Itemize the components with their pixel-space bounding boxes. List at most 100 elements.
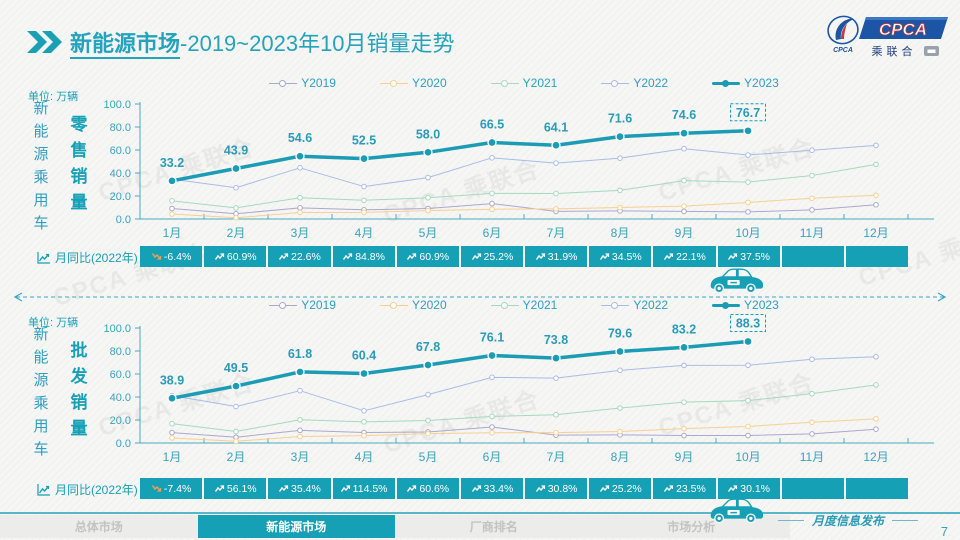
svg-text:58.0: 58.0: [416, 127, 440, 141]
car-icon: [710, 498, 763, 524]
svg-text:71.6: 71.6: [608, 112, 632, 126]
legend-item-Y2022: Y2022: [601, 76, 668, 90]
svg-text:6月: 6月: [483, 450, 502, 464]
page-number: 7: [940, 524, 948, 539]
yoy-cell-6月: 25.2%: [460, 246, 524, 267]
yoy-cell-12月: [845, 246, 909, 267]
separator-dashed-arrow: [13, 292, 947, 302]
yoy-cells: -7.4% 56.1% 35.4% 114.5% 60.6% 33.4% 30.8% 25.2…: [140, 478, 909, 499]
legend: Y2019 Y2020 Y2021 Y2022 Y2023: [140, 74, 908, 92]
trend-up-icon: [278, 485, 289, 492]
trend-up-icon: [471, 485, 481, 492]
series-Y2023: 33.2 43.9 54.6 52.5 58.0 66.5 64.1 71.6 74.6 76.7: [160, 103, 766, 186]
legend-item-Y2021: Y2021: [490, 76, 557, 90]
footer-tabs: 总体市场 新能源市场 厂商排名 市场分析: [0, 515, 790, 538]
svg-text:49.5: 49.5: [224, 361, 248, 375]
trend-up-icon: [407, 253, 417, 260]
trend-up-icon: [728, 485, 738, 492]
trend-up-icon: [214, 485, 224, 492]
trend-up-icon: [407, 485, 417, 492]
yoy-cells: -6.4% 60.9% 22.6% 84.8% 60.9% 25.2% 31.9% 34.5%…: [140, 246, 909, 267]
svg-text:0.0: 0.0: [116, 438, 131, 450]
svg-text:11月: 11月: [800, 226, 824, 240]
yoy-cell-1月: -6.4%: [140, 246, 203, 267]
yoy-cell-7月: 31.9%: [525, 246, 588, 267]
svg-text:60.0: 60.0: [110, 145, 131, 157]
svg-text:10月: 10月: [735, 226, 760, 240]
svg-text:2月: 2月: [227, 226, 246, 240]
mini-chart-icon: [37, 483, 50, 496]
series-Y2022: [169, 142, 879, 191]
yoy-cell-2月: 56.1%: [204, 478, 267, 499]
svg-text:100.0: 100.0: [103, 99, 131, 111]
svg-text:66.5: 66.5: [480, 118, 504, 132]
svg-text:80.0: 80.0: [110, 122, 131, 134]
trend-up-icon: [663, 485, 674, 492]
trend-up-icon: [535, 253, 545, 260]
svg-text:83.2: 83.2: [672, 322, 696, 336]
svg-text:4月: 4月: [355, 226, 374, 240]
trend-up-icon: [728, 253, 738, 260]
month-labels: 1月 2月 3月 4月 5月 6月 7月 8月 9月 10月 11月 12月: [163, 450, 889, 464]
svg-text:64.1: 64.1: [544, 120, 568, 134]
legend-item-Y2020: Y2020: [379, 298, 447, 312]
svg-text:60.4: 60.4: [352, 349, 376, 363]
svg-text:88.3: 88.3: [736, 316, 760, 330]
svg-text:61.8: 61.8: [288, 347, 312, 361]
svg-text:38.9: 38.9: [160, 373, 184, 387]
header: 新能源市场-2019~2023年10月销量走势: [26, 22, 455, 62]
trend-down-icon: [151, 253, 161, 260]
legend-item-Y2021: Y2021: [490, 298, 557, 312]
yoy-cell-5月: 60.6%: [396, 478, 459, 499]
svg-text:0.0: 0.0: [116, 214, 131, 226]
tab-市场分析[interactable]: 市场分析: [667, 520, 716, 534]
trend-up-icon: [599, 485, 609, 492]
series-Y2019: [169, 200, 879, 217]
series-Y2023: 38.9 49.5 61.8 60.4 67.8 76.1 73.8 79.6 83.2 88.3: [160, 313, 766, 403]
yoy-cell-8月: 25.2%: [589, 478, 652, 499]
yoy-cell-11月: [781, 478, 844, 499]
legend-item-Y2019: Y2019: [269, 76, 336, 90]
page-title-rest: -2019~2023年10月销量走势: [180, 31, 455, 56]
tab-总体市场[interactable]: 总体市场: [74, 520, 123, 534]
svg-text:76.1: 76.1: [480, 330, 504, 344]
series-Y2021: [169, 382, 879, 435]
svg-text:100.0: 100.0: [103, 323, 131, 335]
legend-item-Y2023: Y2023: [712, 298, 779, 312]
svg-text:6月: 6月: [483, 226, 502, 240]
car-icon: [710, 268, 763, 294]
svg-text:12月: 12月: [863, 450, 888, 464]
svg-text:79.6: 79.6: [608, 326, 632, 340]
svg-text:1月: 1月: [163, 226, 182, 240]
legend-item-Y2019: Y2019: [269, 298, 336, 312]
svg-text:60.0: 60.0: [110, 369, 131, 381]
svg-text:8月: 8月: [611, 226, 630, 240]
series-Y2020: [169, 192, 879, 221]
yoy-cell-12月: [845, 478, 909, 499]
logo-emblem-text: CPCA: [833, 47, 853, 54]
mini-chart-icon: [37, 251, 50, 264]
trend-down-icon: [151, 485, 161, 492]
svg-text:3月: 3月: [291, 226, 310, 240]
unit-label: 单位: 万辆: [28, 91, 79, 103]
series-Y2019: [169, 424, 879, 441]
yoy-cell-3月: 35.4%: [268, 478, 331, 499]
chart-section-retail: 单位: 万辆 新能源乘用车 零售销量 Y2019 Y2020 Y2021 Y2022 Y…: [0, 70, 960, 302]
legend-item-Y2023: Y2023: [712, 76, 779, 90]
tab-厂商排名[interactable]: 厂商排名: [469, 520, 518, 534]
page-title: 新能源市场-2019~2023年10月销量走势: [70, 26, 455, 59]
month-labels: 1月 2月 3月 4月 5月 6月 7月 8月 9月 10月 11月 12月: [163, 226, 889, 240]
page-title-emphasis: 新能源市场: [70, 31, 181, 59]
yoy-cell-8月: 34.5%: [589, 246, 652, 267]
svg-text:74.6: 74.6: [672, 108, 696, 122]
tab-新能源市场[interactable]: 新能源市场: [197, 515, 395, 538]
svg-text:76.7: 76.7: [736, 106, 760, 120]
svg-text:43.9: 43.9: [224, 144, 248, 158]
svg-text:7月: 7月: [547, 450, 566, 464]
logo-brand-text: CPCA: [879, 20, 927, 39]
svg-text:4月: 4月: [355, 450, 374, 464]
svg-text:20.0: 20.0: [110, 415, 131, 427]
logo-swoosh: [835, 18, 854, 40]
trend-up-icon: [663, 253, 674, 260]
